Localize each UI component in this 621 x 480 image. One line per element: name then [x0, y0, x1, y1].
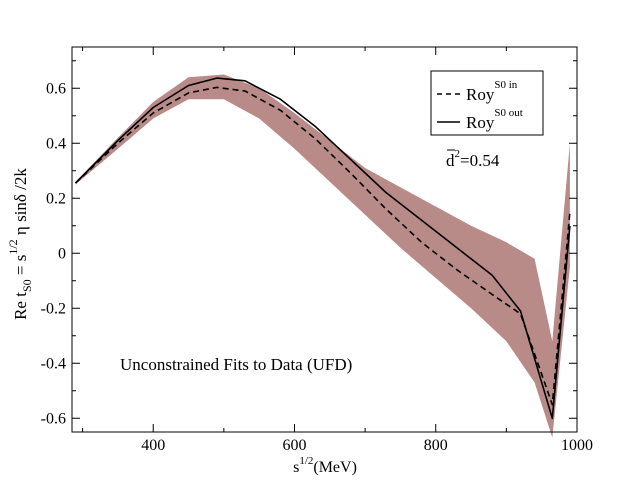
y-tick-label: 0.6: [46, 80, 66, 97]
d2-base: d: [446, 151, 455, 170]
y-tick-label: -0.6: [41, 410, 66, 427]
y-axis-label-p2-sup: 1/2: [6, 239, 20, 254]
d2-annotation: d2=0.54: [446, 148, 500, 170]
y-axis-label-p2: = s: [11, 255, 30, 280]
plot-area: [74, 74, 571, 438]
series-line-roy-s0-in: [74, 86, 571, 406]
legend-label-roy-in-sup: S0 in: [494, 79, 517, 91]
x-axis-label: s1/2(MeV): [293, 455, 357, 476]
legend-box: [430, 70, 544, 136]
x-tick-label: 1000: [561, 437, 593, 454]
y-tick-label: 0: [58, 245, 66, 262]
d2-value: =0.54: [460, 151, 500, 170]
legend-label-roy-out-name: Roy: [466, 113, 495, 132]
error-band: [75, 74, 570, 438]
legend-label-roy-out: RoyS0 out: [466, 107, 523, 132]
x-tick-labels: 400 600 800 1000: [141, 437, 593, 454]
legend-label-roy-in-name: Roy: [466, 85, 495, 104]
legend-label-roy-in: RoyS0 in: [466, 79, 518, 104]
plot-frame: [71, 46, 578, 433]
axis-ticks: [72, 47, 578, 432]
legend-label-roy-out-sup: S0 out: [494, 107, 522, 119]
y-tick-label: -0.2: [41, 300, 66, 317]
y-tick-label: -0.4: [41, 355, 66, 372]
legend: RoyS0 in RoyS0 out: [430, 70, 544, 136]
x-tick-label: 800: [424, 437, 448, 454]
y-axis-label-p1: Re t: [11, 292, 30, 320]
d2-sup: 2: [455, 148, 461, 160]
fit-caption: Unconstrained Fits to Data (UFD): [120, 355, 352, 374]
x-axis-label-sup: 1/2: [299, 455, 313, 467]
y-tick-label: 0.2: [46, 190, 66, 207]
y-axis-label: Re tS0 = s1/2 η sinδ /2k: [6, 168, 34, 320]
x-axis-label-base: s: [293, 459, 299, 476]
y-axis-label-p1-sub: S0: [20, 279, 34, 292]
y-tick-labels: 0.6 0.4 0.2 0 -0.2 -0.4 -0.6: [41, 80, 66, 427]
x-axis-label-unit: (MeV): [313, 459, 357, 476]
y-axis-label-p3: η sinδ /2k: [11, 168, 30, 240]
x-tick-label: 600: [282, 437, 306, 454]
y-tick-label: 0.4: [46, 135, 66, 152]
x-tick-label: 400: [141, 437, 165, 454]
series-line-roy-s0-out: [74, 77, 571, 420]
